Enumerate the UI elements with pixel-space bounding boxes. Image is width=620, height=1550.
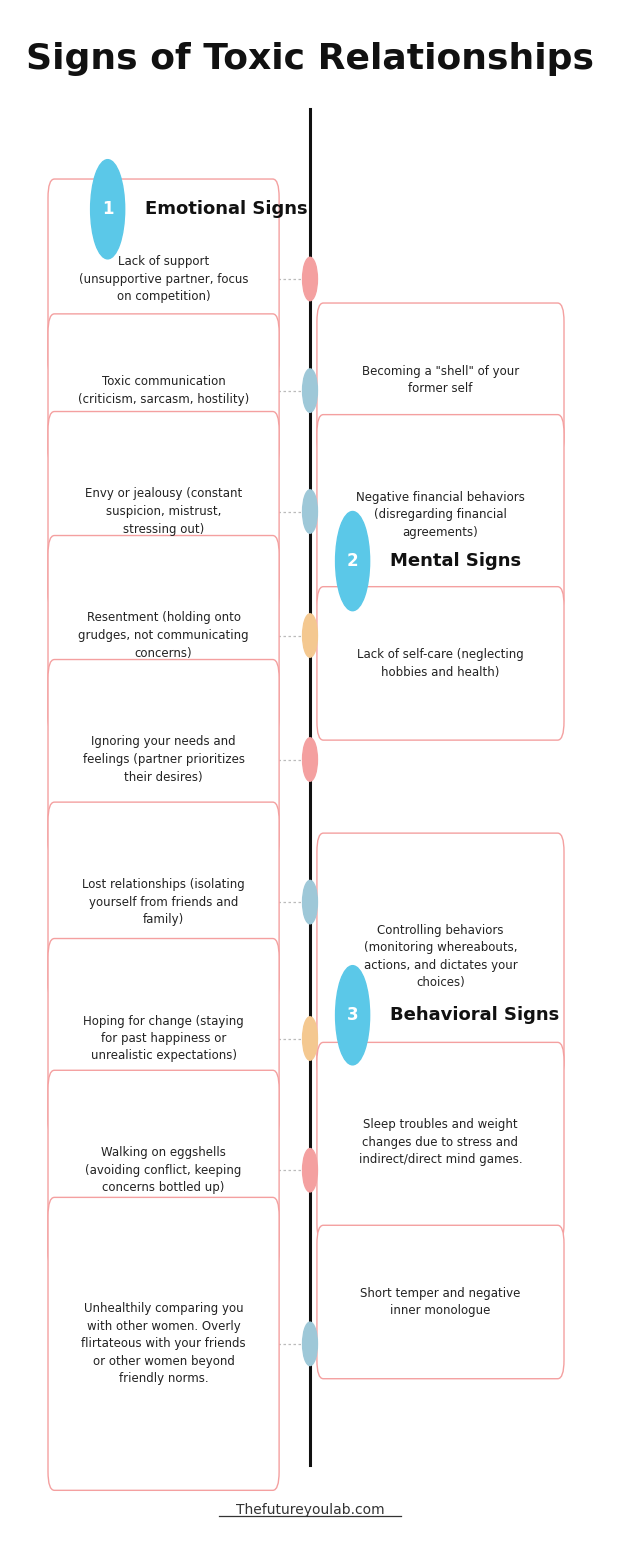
Circle shape — [303, 1017, 317, 1060]
Circle shape — [303, 880, 317, 924]
Text: Walking on eggshells
(avoiding conflict, keeping
concerns bottled up): Walking on eggshells (avoiding conflict,… — [86, 1147, 242, 1194]
FancyBboxPatch shape — [317, 834, 564, 1079]
Text: Envy or jealousy (constant
suspicion, mistrust,
stressing out): Envy or jealousy (constant suspicion, mi… — [85, 488, 242, 535]
Text: Toxic communication
(criticism, sarcasm, hostility): Toxic communication (criticism, sarcasm,… — [78, 375, 249, 406]
Text: Unhealthily comparing you
with other women. Overly
flirtateous with your friends: Unhealthily comparing you with other wom… — [81, 1302, 246, 1386]
Circle shape — [335, 512, 370, 611]
FancyBboxPatch shape — [317, 414, 564, 614]
FancyBboxPatch shape — [48, 1198, 279, 1491]
FancyBboxPatch shape — [48, 938, 279, 1138]
Text: Lack of self-care (neglecting
hobbies and health): Lack of self-care (neglecting hobbies an… — [357, 648, 524, 679]
FancyBboxPatch shape — [317, 1042, 564, 1243]
Circle shape — [303, 1322, 317, 1366]
Text: Negative financial behaviors
(disregarding financial
agreements): Negative financial behaviors (disregardi… — [356, 491, 525, 538]
Text: Controlling behaviors
(monitoring whereabouts,
actions, and dictates your
choice: Controlling behaviors (monitoring wherea… — [363, 924, 517, 989]
Text: Emotional Signs: Emotional Signs — [145, 200, 308, 219]
FancyBboxPatch shape — [48, 411, 279, 611]
Text: Short temper and negative
inner monologue: Short temper and negative inner monologu… — [360, 1286, 521, 1318]
Text: Behavioral Signs: Behavioral Signs — [390, 1006, 559, 1025]
Text: Resentment (holding onto
grudges, not communicating
concerns): Resentment (holding onto grudges, not co… — [78, 612, 249, 659]
FancyBboxPatch shape — [48, 536, 279, 736]
Text: Signs of Toxic Relationships: Signs of Toxic Relationships — [26, 42, 594, 76]
Circle shape — [303, 1149, 317, 1192]
FancyBboxPatch shape — [48, 660, 279, 859]
FancyBboxPatch shape — [48, 803, 279, 1003]
FancyBboxPatch shape — [48, 180, 279, 380]
Text: Thefutureyoulab.com: Thefutureyoulab.com — [236, 1502, 384, 1517]
Text: Ignoring your needs and
feelings (partner prioritizes
their desires): Ignoring your needs and feelings (partne… — [82, 736, 244, 783]
FancyBboxPatch shape — [317, 304, 564, 456]
Circle shape — [303, 490, 317, 533]
Text: Lack of support
(unsupportive partner, focus
on competition): Lack of support (unsupportive partner, f… — [79, 256, 249, 302]
Text: 2: 2 — [347, 552, 358, 570]
Circle shape — [91, 160, 125, 259]
Text: Sleep troubles and weight
changes due to stress and
indirect/direct mind games.: Sleep troubles and weight changes due to… — [358, 1119, 522, 1166]
FancyBboxPatch shape — [48, 313, 279, 468]
Text: Mental Signs: Mental Signs — [390, 552, 521, 570]
Text: 3: 3 — [347, 1006, 358, 1025]
FancyBboxPatch shape — [317, 587, 564, 741]
Circle shape — [303, 738, 317, 781]
Circle shape — [303, 257, 317, 301]
Circle shape — [303, 614, 317, 657]
Circle shape — [335, 966, 370, 1065]
FancyBboxPatch shape — [48, 1070, 279, 1271]
Text: Hoping for change (staying
for past happiness or
unrealistic expectations): Hoping for change (staying for past happ… — [83, 1015, 244, 1062]
Circle shape — [303, 369, 317, 412]
FancyBboxPatch shape — [317, 1224, 564, 1380]
Text: Becoming a "shell" of your
former self: Becoming a "shell" of your former self — [362, 364, 519, 395]
Text: 1: 1 — [102, 200, 113, 219]
Text: Lost relationships (isolating
yourself from friends and
family): Lost relationships (isolating yourself f… — [82, 879, 245, 925]
